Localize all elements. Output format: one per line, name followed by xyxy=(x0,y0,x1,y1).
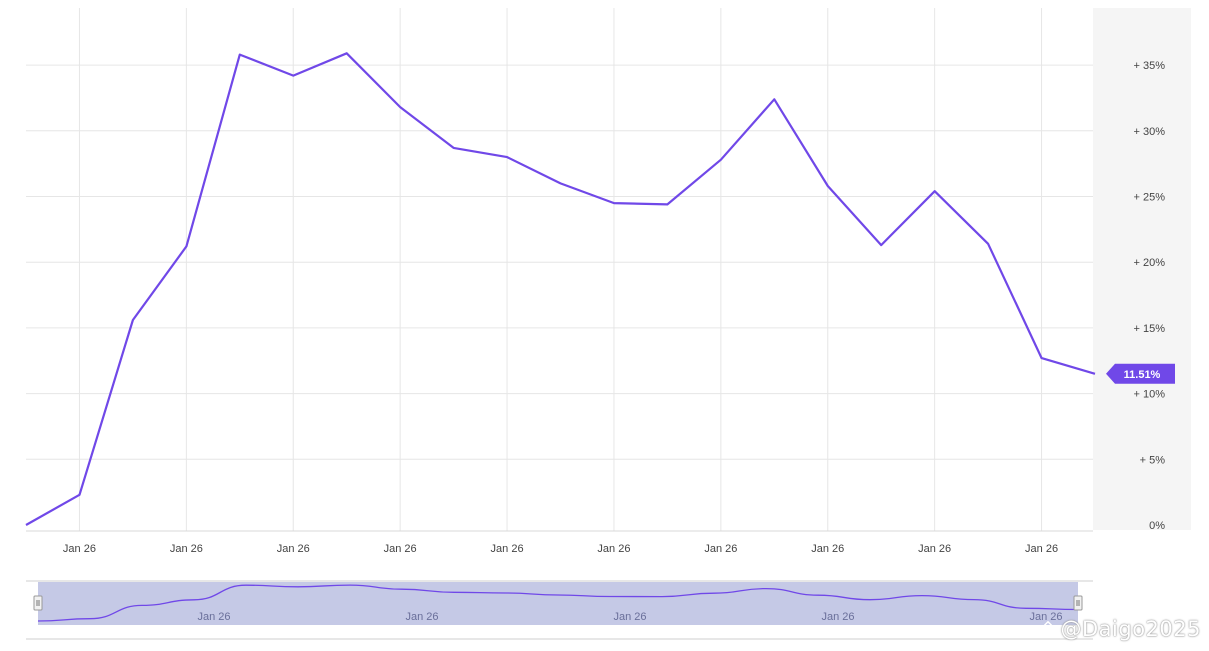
navigator-handle-right[interactable] xyxy=(1073,595,1083,611)
y-tick-label: + 30% xyxy=(1134,126,1166,138)
x-tick-label: Jan 26 xyxy=(1025,543,1058,555)
axis-panel xyxy=(1093,8,1191,530)
y-tick-label: + 15% xyxy=(1134,323,1166,335)
y-tick-label: + 10% xyxy=(1134,389,1166,401)
navigator-series-line xyxy=(37,584,1079,622)
navigator-label: Jan 26 xyxy=(197,611,230,623)
last-value-tag xyxy=(1106,363,1175,384)
y-tick-label: + 25% xyxy=(1134,192,1166,204)
watermark-text: @Daigo2025 xyxy=(1060,617,1201,641)
navigator-labels: Jan 26 Jan 26 Jan 26 Jan 26 Jan 26 xyxy=(197,611,1062,623)
horizontal-gridlines xyxy=(26,64,1093,460)
y-tick-label: + 35% xyxy=(1134,60,1166,72)
y-tick-label: 0% xyxy=(1149,520,1165,532)
navigator[interactable]: Jan 26 Jan 26 Jan 26 Jan 26 Jan 26 xyxy=(26,580,1093,640)
x-tick-label: Jan 26 xyxy=(704,543,737,555)
last-value-marker: 11.51% xyxy=(1106,363,1175,384)
last-value-label: 11.51% xyxy=(1124,369,1161,381)
series-line xyxy=(25,52,1096,526)
watermark: @Daigo2025 xyxy=(1039,617,1202,641)
x-tick-label: Jan 26 xyxy=(491,543,524,555)
navigator-label: Jan 26 xyxy=(1029,611,1062,623)
x-tick-label: Jan 26 xyxy=(63,543,96,555)
x-tick-label: Jan 26 xyxy=(384,543,417,555)
y-tick-label: + 5% xyxy=(1140,454,1166,466)
x-tick-label: Jan 26 xyxy=(597,543,630,555)
binance-logo-icon xyxy=(1039,620,1056,638)
vertical-gridlines xyxy=(78,8,1043,531)
x-axis-ticks: Jan 26 Jan 26 Jan 26 Jan 26 Jan 26 Jan 26 Jan … xyxy=(63,543,1058,555)
navigator-label: Jan 26 xyxy=(821,611,854,623)
y-tick-label: + 20% xyxy=(1134,257,1166,269)
x-tick-label: Jan 26 xyxy=(918,543,951,555)
x-tick-label: Jan 26 xyxy=(811,543,844,555)
x-tick-label: Jan 26 xyxy=(170,543,203,555)
navigator-label: Jan 26 xyxy=(405,611,438,623)
navigator-window[interactable] xyxy=(38,582,1078,625)
y-axis-ticks: 0% + 5% + 10% + 15% + 20% + 25% + 30% + 35% xyxy=(1134,60,1166,532)
navigator-handle-left[interactable] xyxy=(33,595,43,611)
navigator-label: Jan 26 xyxy=(613,611,646,623)
x-tick-label: Jan 26 xyxy=(277,543,310,555)
